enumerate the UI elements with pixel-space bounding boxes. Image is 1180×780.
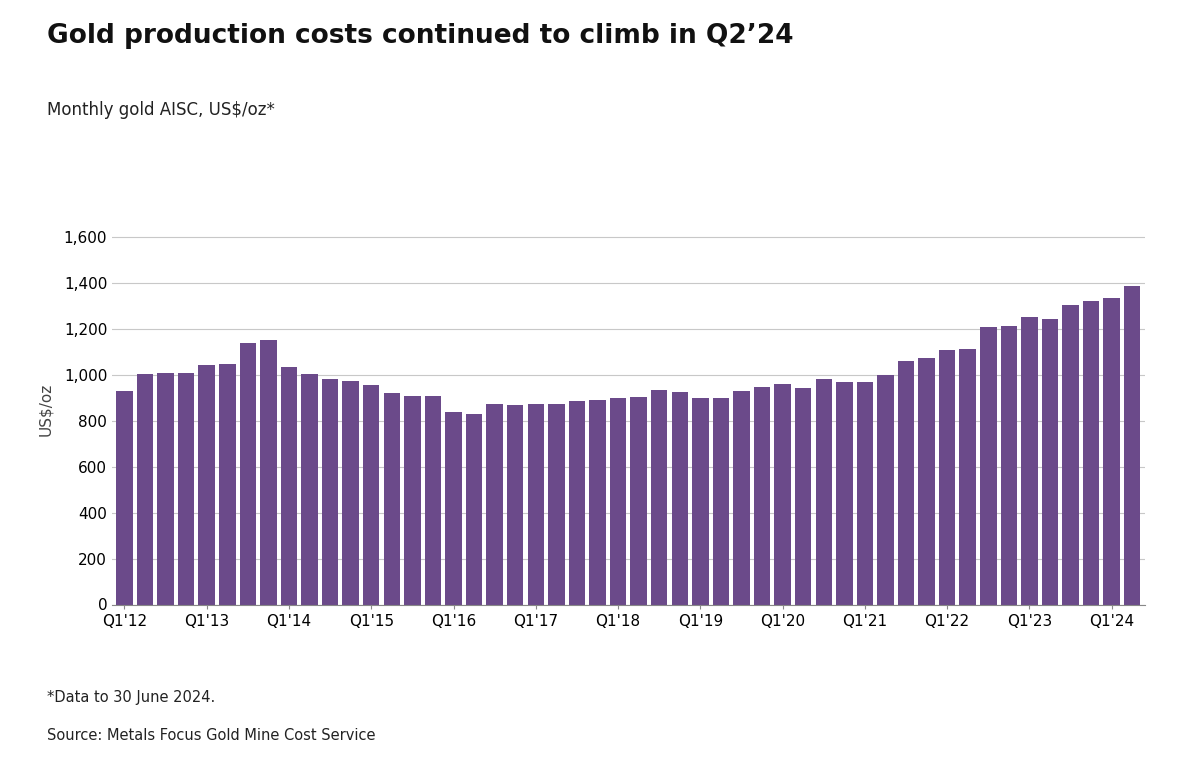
- Text: *Data to 30 June 2024.: *Data to 30 June 2024.: [47, 690, 216, 705]
- Bar: [466, 414, 483, 604]
- Bar: [219, 363, 236, 604]
- Bar: [405, 395, 420, 604]
- Bar: [425, 395, 441, 604]
- Bar: [795, 388, 812, 604]
- Bar: [693, 398, 708, 604]
- Bar: [733, 391, 749, 604]
- Bar: [363, 385, 380, 604]
- Bar: [754, 387, 771, 604]
- Bar: [837, 382, 852, 604]
- Bar: [1021, 317, 1037, 604]
- Bar: [445, 412, 461, 604]
- Bar: [1062, 305, 1079, 604]
- Text: Source: Metals Focus Gold Mine Cost Service: Source: Metals Focus Gold Mine Cost Serv…: [47, 728, 375, 743]
- Bar: [1001, 326, 1017, 604]
- Y-axis label: US$/oz: US$/oz: [38, 383, 53, 436]
- Bar: [569, 402, 585, 604]
- Bar: [384, 393, 400, 604]
- Bar: [877, 375, 893, 604]
- Bar: [918, 358, 935, 604]
- Bar: [178, 373, 195, 604]
- Text: Gold production costs continued to climb in Q2’24: Gold production costs continued to climb…: [47, 23, 794, 49]
- Bar: [1042, 319, 1058, 604]
- Bar: [116, 391, 132, 604]
- Bar: [260, 339, 276, 604]
- Bar: [157, 373, 173, 604]
- Bar: [1083, 300, 1100, 604]
- Bar: [1103, 298, 1120, 604]
- Bar: [959, 349, 976, 604]
- Bar: [857, 382, 873, 604]
- Bar: [589, 400, 605, 604]
- Bar: [549, 404, 564, 604]
- Bar: [198, 365, 215, 604]
- Bar: [651, 390, 668, 604]
- Bar: [342, 381, 359, 604]
- Bar: [713, 398, 729, 604]
- Bar: [240, 343, 256, 604]
- Bar: [815, 378, 832, 604]
- Bar: [981, 327, 997, 604]
- Bar: [774, 385, 791, 604]
- Bar: [939, 350, 956, 604]
- Bar: [898, 361, 914, 604]
- Bar: [610, 398, 627, 604]
- Bar: [301, 374, 317, 604]
- Bar: [137, 374, 153, 604]
- Bar: [630, 397, 647, 604]
- Bar: [671, 392, 688, 604]
- Bar: [507, 405, 524, 604]
- Bar: [1125, 285, 1141, 604]
- Bar: [486, 404, 503, 604]
- Bar: [281, 367, 297, 604]
- Bar: [527, 404, 544, 604]
- Bar: [322, 378, 339, 604]
- Text: Monthly gold AISC, US$/oz*: Monthly gold AISC, US$/oz*: [47, 101, 275, 119]
